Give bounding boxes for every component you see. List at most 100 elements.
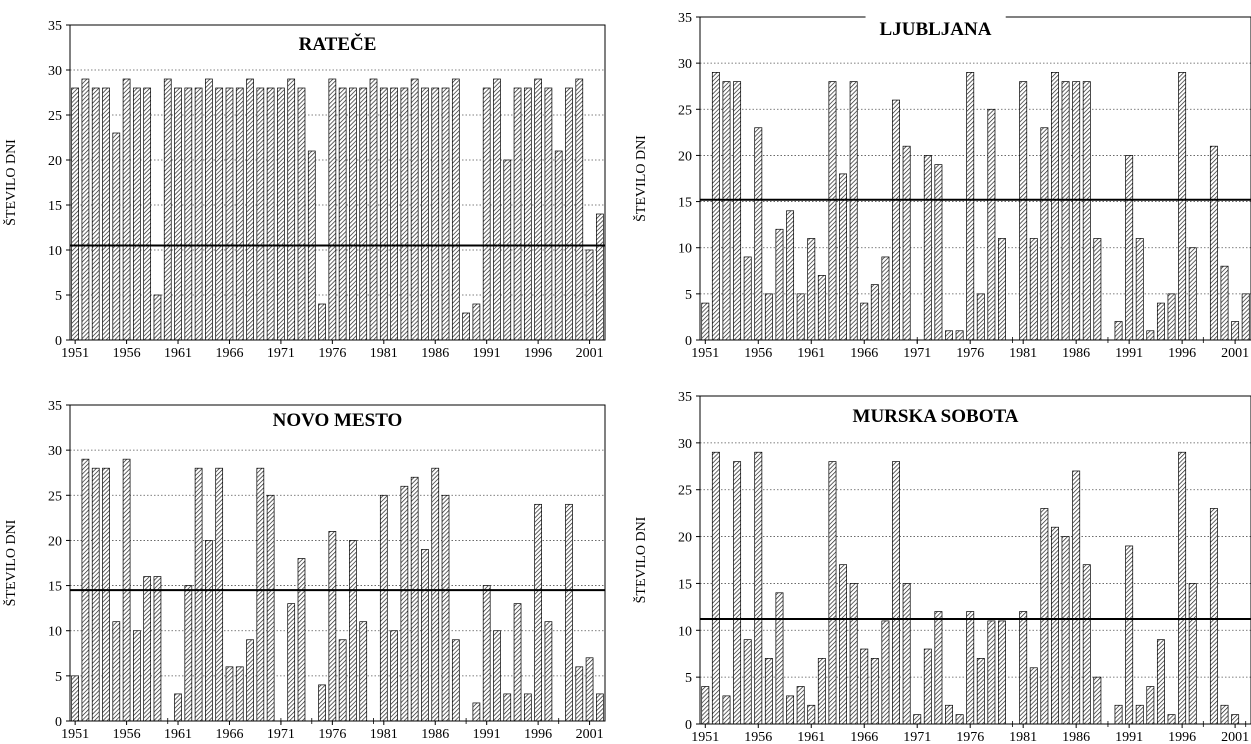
bar bbox=[796, 686, 805, 725]
bar bbox=[266, 87, 275, 341]
y-tick-label: 25 bbox=[678, 484, 692, 499]
y-tick-label: 25 bbox=[48, 489, 62, 504]
y-tick-label: 20 bbox=[678, 149, 692, 164]
bar bbox=[1156, 639, 1165, 725]
x-tick-label: 1996 bbox=[1168, 730, 1196, 744]
x-tick-label: 2001 bbox=[1221, 730, 1249, 744]
bar bbox=[1188, 247, 1197, 341]
bar bbox=[775, 228, 784, 341]
bar bbox=[1040, 508, 1049, 725]
x-tick-label: 1966 bbox=[215, 346, 243, 361]
bar bbox=[297, 87, 306, 341]
bar bbox=[998, 238, 1006, 341]
bar bbox=[349, 540, 357, 722]
bar bbox=[338, 639, 347, 722]
bar bbox=[711, 72, 720, 341]
y-tick-label: 35 bbox=[48, 399, 62, 414]
bar bbox=[913, 714, 922, 725]
bar bbox=[966, 611, 975, 725]
bar bbox=[328, 531, 337, 722]
bar bbox=[1125, 155, 1134, 341]
bar bbox=[1082, 564, 1091, 725]
y-tick-label: 20 bbox=[678, 531, 692, 546]
y-tick-label: 35 bbox=[678, 390, 692, 405]
bar bbox=[1178, 72, 1187, 341]
bar bbox=[596, 693, 604, 722]
bar bbox=[523, 87, 532, 341]
bar bbox=[174, 87, 182, 341]
bar bbox=[817, 275, 826, 341]
x-tick-label: 1971 bbox=[903, 730, 931, 744]
bar bbox=[585, 657, 594, 722]
x-tick-label: 1956 bbox=[744, 346, 772, 361]
bar bbox=[849, 81, 858, 341]
y-tick-label: 5 bbox=[685, 288, 692, 303]
bar bbox=[743, 256, 752, 341]
bar bbox=[585, 249, 594, 341]
y-tick-label: 20 bbox=[48, 154, 62, 169]
bar bbox=[775, 592, 784, 725]
bar bbox=[807, 704, 816, 725]
y-tick-label: 25 bbox=[678, 103, 692, 118]
bar bbox=[1029, 238, 1038, 341]
y-tick-label: 0 bbox=[685, 334, 692, 349]
x-tick-label: 1971 bbox=[267, 727, 295, 742]
bar bbox=[870, 658, 879, 725]
bar bbox=[523, 693, 532, 722]
bar bbox=[349, 87, 357, 341]
bar bbox=[472, 702, 481, 722]
bar bbox=[1231, 321, 1240, 341]
bar bbox=[881, 256, 890, 341]
bar bbox=[754, 451, 763, 725]
bar bbox=[934, 164, 943, 341]
bar bbox=[256, 467, 265, 722]
bar bbox=[1146, 686, 1155, 725]
bar bbox=[421, 87, 429, 341]
x-tick-label: 1996 bbox=[524, 346, 552, 361]
y-tick-label: 10 bbox=[678, 624, 692, 639]
title-background bbox=[865, 15, 1006, 44]
bar bbox=[1051, 526, 1059, 725]
bar bbox=[881, 620, 890, 725]
chart-panel: 0 5 10 15 20 25 30 35 1951 1956 1961 1966 1971 1976 19… bbox=[632, 390, 1251, 744]
bar bbox=[828, 81, 837, 341]
bar bbox=[81, 78, 90, 341]
y-tick-label: 30 bbox=[48, 64, 62, 79]
bar bbox=[1029, 667, 1038, 725]
x-tick-label: 1996 bbox=[1168, 346, 1196, 361]
x-tick-label: 1981 bbox=[1009, 346, 1037, 361]
bar bbox=[153, 576, 162, 722]
y-tick-label: 0 bbox=[55, 334, 62, 349]
y-tick-label: 15 bbox=[48, 580, 62, 595]
bar bbox=[91, 87, 100, 341]
bar bbox=[194, 87, 203, 341]
bar bbox=[817, 658, 826, 725]
bar bbox=[379, 87, 388, 341]
bar bbox=[441, 494, 450, 722]
x-tick-label: 1956 bbox=[113, 346, 141, 361]
bar bbox=[1051, 72, 1059, 341]
bar bbox=[722, 81, 731, 341]
bar bbox=[1167, 293, 1176, 341]
bar bbox=[733, 81, 742, 341]
bar bbox=[133, 87, 141, 341]
bar bbox=[976, 658, 985, 725]
bar bbox=[786, 695, 795, 725]
bar bbox=[733, 461, 742, 725]
bar bbox=[743, 639, 752, 725]
x-tick-label: 1976 bbox=[318, 727, 346, 742]
bar bbox=[764, 293, 773, 341]
x-tick-label: 1991 bbox=[473, 727, 501, 742]
bar bbox=[534, 503, 542, 722]
bar bbox=[503, 693, 512, 722]
bar bbox=[410, 476, 419, 722]
bar bbox=[1220, 704, 1229, 725]
bar bbox=[390, 630, 398, 722]
chart-title: NOVO MESTO bbox=[273, 410, 403, 431]
bar bbox=[215, 467, 224, 722]
bar bbox=[1178, 451, 1187, 725]
y-axis-label: ŠTEVILO DNI bbox=[2, 519, 19, 606]
y-tick-label: 20 bbox=[48, 534, 62, 549]
x-tick-label: 1986 bbox=[1062, 346, 1090, 361]
bar bbox=[1019, 81, 1028, 341]
